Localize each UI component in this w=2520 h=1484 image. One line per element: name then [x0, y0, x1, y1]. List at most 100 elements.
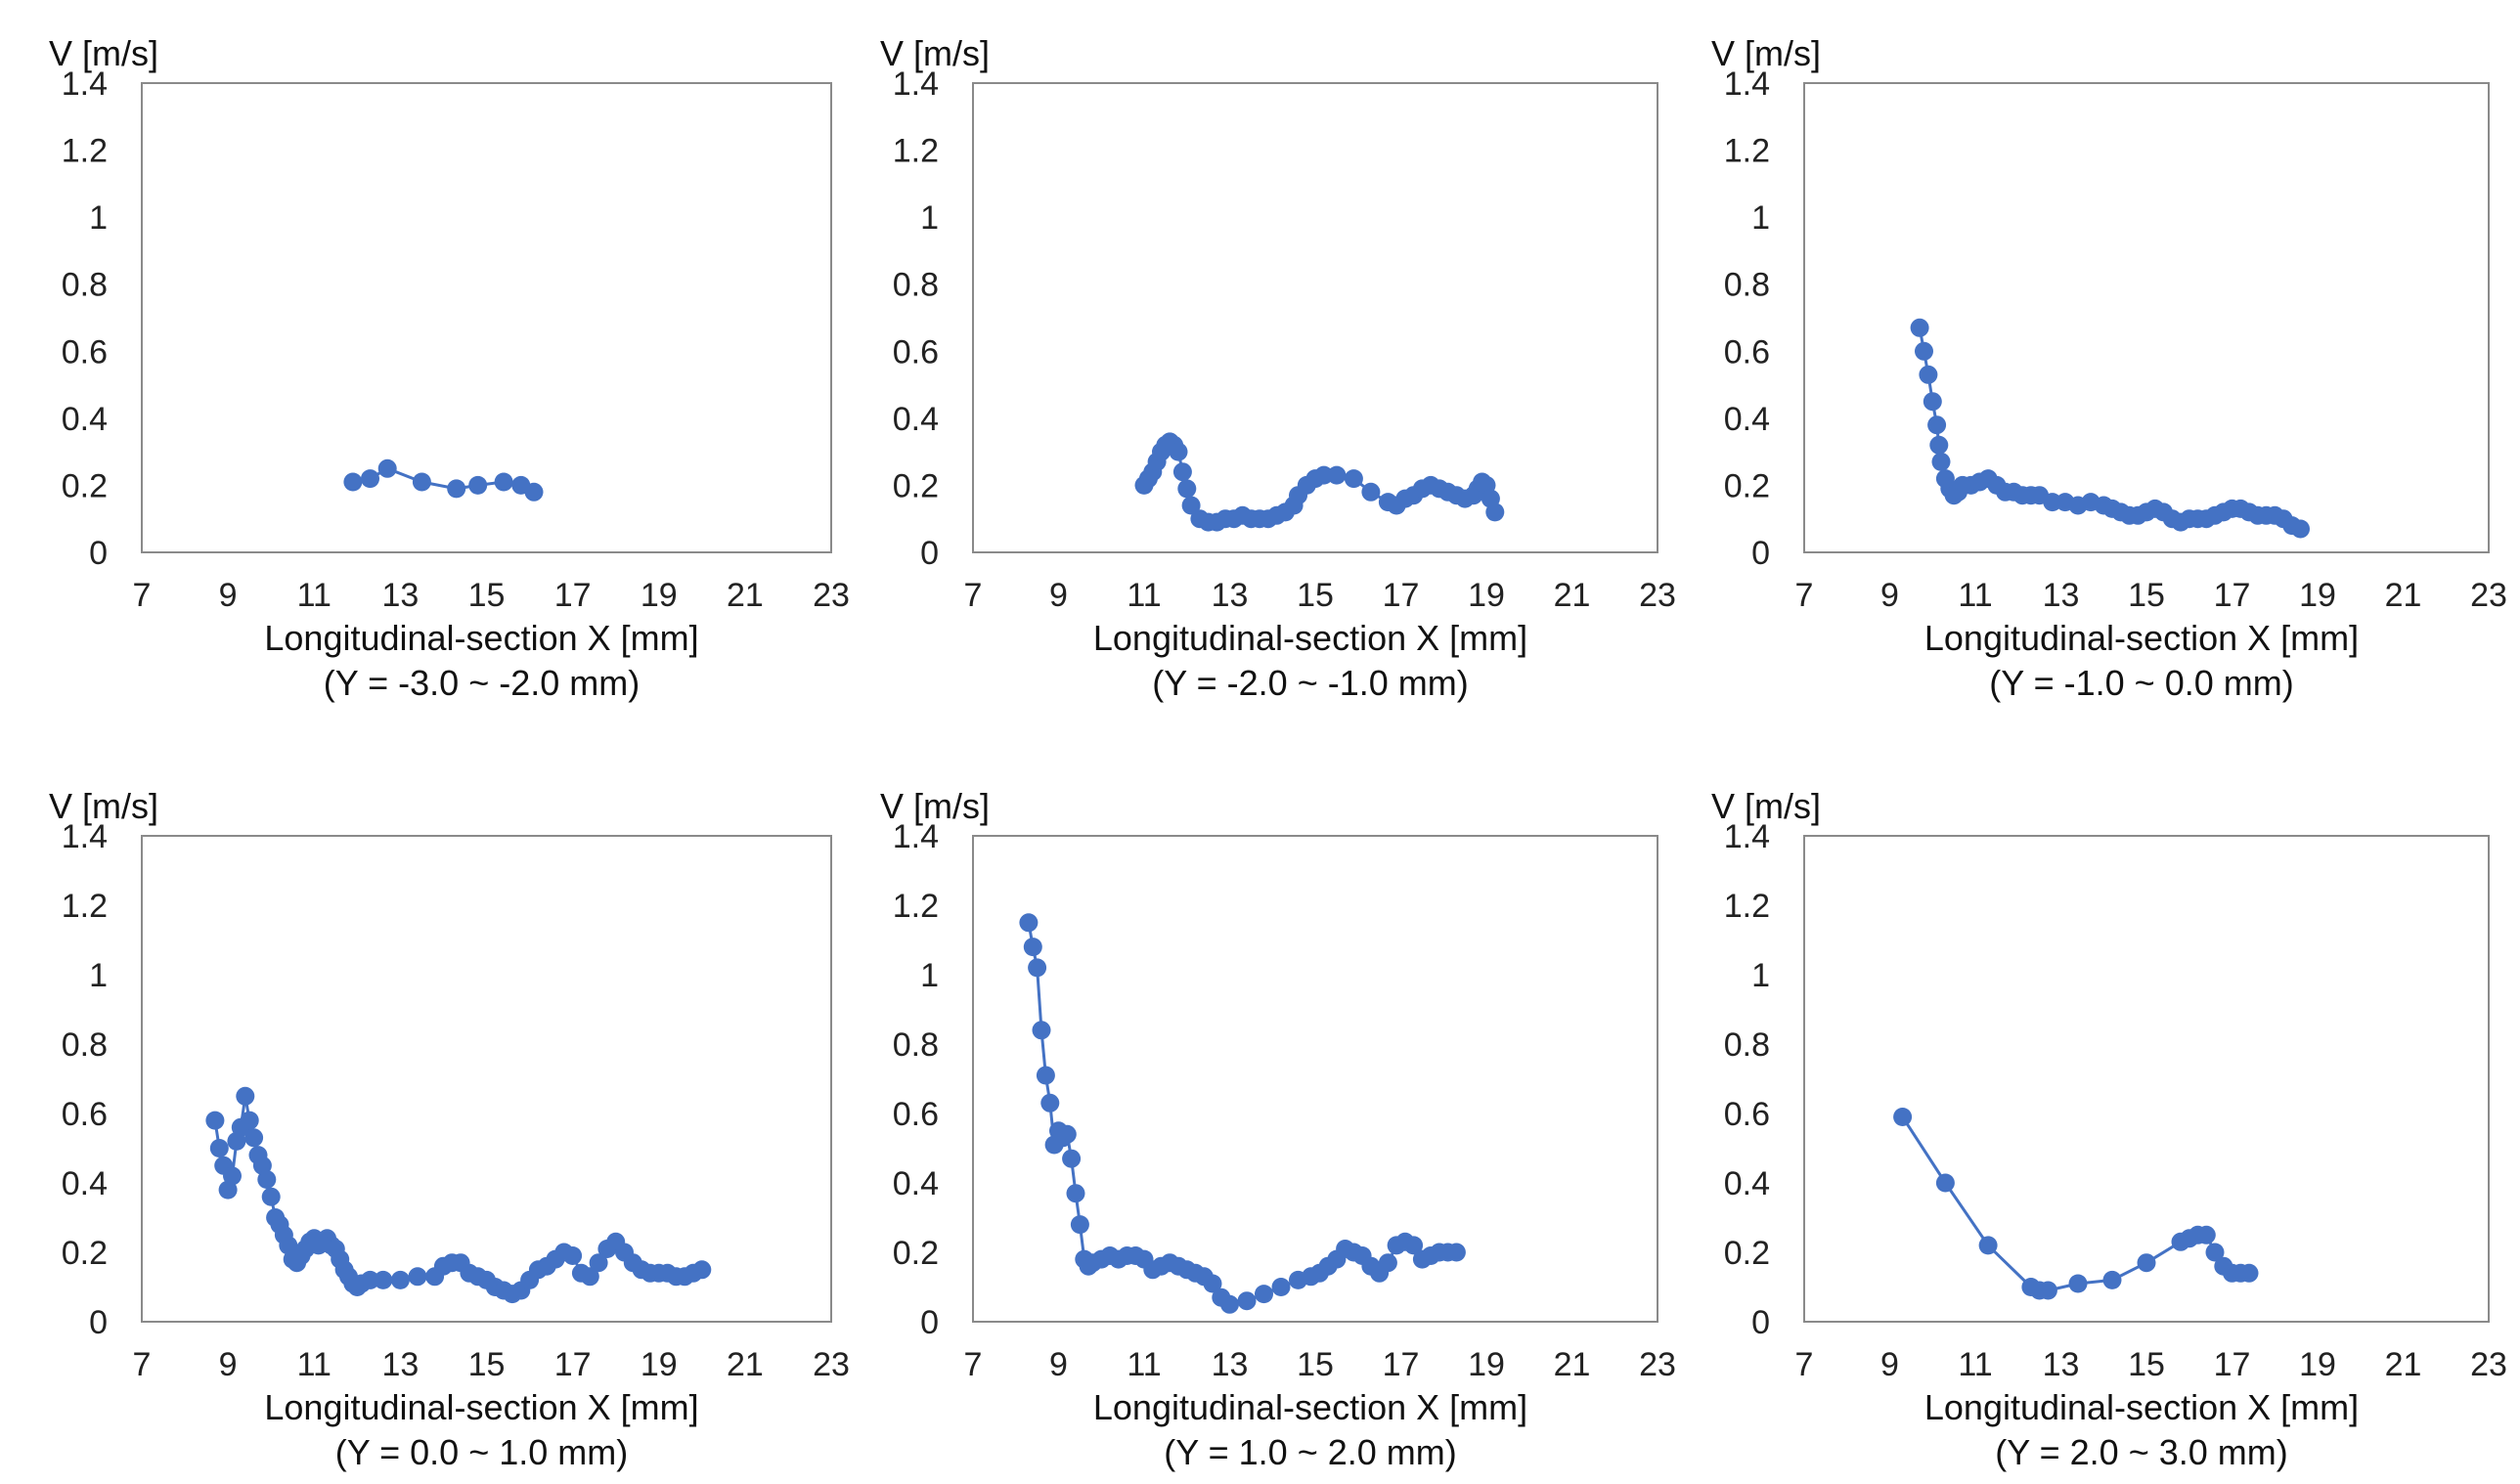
x-tick-label: 19 — [641, 577, 678, 614]
data-point — [374, 1270, 393, 1289]
x-tick-label: 19 — [2299, 1346, 2336, 1383]
x-tick-label: 11 — [297, 1346, 332, 1383]
data-point — [589, 1253, 608, 1273]
x-tick-label: 9 — [1880, 577, 1899, 614]
data-point — [1927, 415, 1947, 435]
data-point — [1893, 1108, 1913, 1126]
data-point — [1485, 502, 1505, 522]
data-point — [236, 1086, 255, 1106]
x-tick-label: 17 — [2214, 577, 2251, 614]
data-point — [2038, 1281, 2057, 1300]
data-point — [205, 1111, 225, 1130]
plot-area — [1803, 835, 2490, 1323]
data-point — [1344, 469, 1363, 489]
x-tick-label: 17 — [554, 577, 592, 614]
y-tick-label: 1 — [920, 199, 939, 237]
data-point — [408, 1267, 427, 1287]
y-tick-label: 0.2 — [1724, 467, 1770, 504]
data-point — [1172, 462, 1192, 482]
data-point — [2102, 1270, 2122, 1289]
data-point — [1220, 1294, 1239, 1314]
x-tick-label: 21 — [727, 1346, 764, 1383]
data-point — [377, 458, 397, 478]
x-tick-label: 15 — [2128, 577, 2165, 614]
data-point — [390, 1270, 410, 1289]
data-point — [447, 479, 466, 499]
y-tick-label: 1.2 — [1724, 888, 1770, 925]
y-tick-label: 1 — [89, 957, 108, 994]
panel-subtitle: (Y = 2.0 ~ 3.0 mm) — [1995, 1432, 2287, 1472]
data-point — [1203, 1274, 1222, 1293]
data-point — [1915, 341, 1933, 361]
plot-area — [141, 82, 832, 553]
y-tick-label: 0 — [89, 535, 108, 572]
x-axis-title: Longitudinal-section X [mm] — [1093, 1387, 1527, 1427]
chart-panel-2: V [m/s] 0 0.2 0.4 0.6 0.8 1 1.2 1.4 7 9 11 13 15 17 19 2… — [880, 33, 1676, 703]
data-point — [524, 482, 544, 502]
x-tick-label: 9 — [1880, 1346, 1899, 1383]
y-tick-label: 1.4 — [62, 65, 108, 103]
x-tick-label: 21 — [727, 577, 764, 614]
y-axis-title: V [m/s] — [1711, 786, 1821, 826]
y-tick-label: 1.2 — [893, 888, 939, 925]
y-axis-title: V [m/s] — [49, 786, 158, 826]
data-point — [1255, 1285, 1273, 1304]
x-tick-label: 7 — [964, 577, 983, 614]
data-point — [2239, 1263, 2259, 1283]
data-point — [244, 1128, 264, 1148]
y-axis-title: V [m/s] — [880, 786, 990, 826]
y-tick-label: 0.2 — [893, 467, 939, 504]
y-tick-label: 0.4 — [1724, 1165, 1770, 1202]
data-point — [1978, 1236, 1998, 1255]
data-point — [2068, 1274, 2088, 1293]
y-tick-label: 0.4 — [893, 401, 939, 438]
x-tick-label: 9 — [1049, 577, 1068, 614]
x-tick-label: 23 — [1639, 1346, 1676, 1383]
data-point — [1023, 938, 1042, 957]
data-point — [1177, 479, 1197, 499]
y-tick-label: 1.4 — [62, 818, 108, 855]
data-point — [1923, 392, 1942, 412]
x-axis-title: Longitudinal-section X [mm] — [1924, 1387, 2359, 1427]
x-tick-label: 19 — [2299, 577, 2336, 614]
y-tick-label: 0.4 — [1724, 401, 1770, 438]
y-tick-label: 0.8 — [62, 1026, 108, 1064]
y-tick-label: 1.4 — [1724, 818, 1770, 855]
x-tick-label: 9 — [219, 1346, 238, 1383]
data-point — [1032, 1021, 1051, 1040]
x-tick-label: 13 — [1212, 1346, 1249, 1383]
x-tick-label: 13 — [1212, 577, 1249, 614]
data-point — [692, 1260, 712, 1280]
data-point — [1919, 365, 1938, 384]
panel-subtitle: (Y = 1.0 ~ 2.0 mm) — [1164, 1432, 1456, 1472]
y-tick-label: 0.4 — [893, 1165, 939, 1202]
data-point — [1169, 442, 1188, 461]
y-tick-label: 1.2 — [62, 133, 108, 170]
x-tick-label: 15 — [1297, 1346, 1334, 1383]
y-tick-label: 1.2 — [893, 133, 939, 170]
data-point — [1378, 1253, 1397, 1273]
data-point — [1066, 1184, 1085, 1203]
y-tick-label: 1.2 — [1724, 133, 1770, 170]
data-point — [1062, 1149, 1082, 1168]
data-point — [223, 1166, 242, 1186]
panel-subtitle: (Y = -1.0 ~ 0.0 mm) — [1989, 663, 2293, 703]
data-point — [412, 472, 431, 492]
x-tick-label: 7 — [133, 1346, 152, 1383]
y-axis-title: V [m/s] — [49, 33, 158, 73]
y-tick-label: 0.6 — [62, 333, 108, 371]
x-tick-label: 13 — [381, 577, 419, 614]
data-point — [1931, 452, 1951, 471]
data-point — [2291, 519, 2310, 539]
y-tick-label: 0.8 — [893, 1026, 939, 1064]
x-axis-title: Longitudinal-section X [mm] — [264, 618, 698, 658]
x-tick-label: 7 — [964, 1346, 983, 1383]
data-point — [257, 1170, 277, 1189]
data-point — [563, 1246, 583, 1265]
x-tick-label: 15 — [468, 1346, 506, 1383]
x-tick-label: 23 — [2470, 1346, 2507, 1383]
data-point — [240, 1111, 259, 1130]
y-tick-label: 0.2 — [1724, 1235, 1770, 1272]
data-point — [1361, 482, 1381, 502]
data-point — [468, 475, 488, 495]
